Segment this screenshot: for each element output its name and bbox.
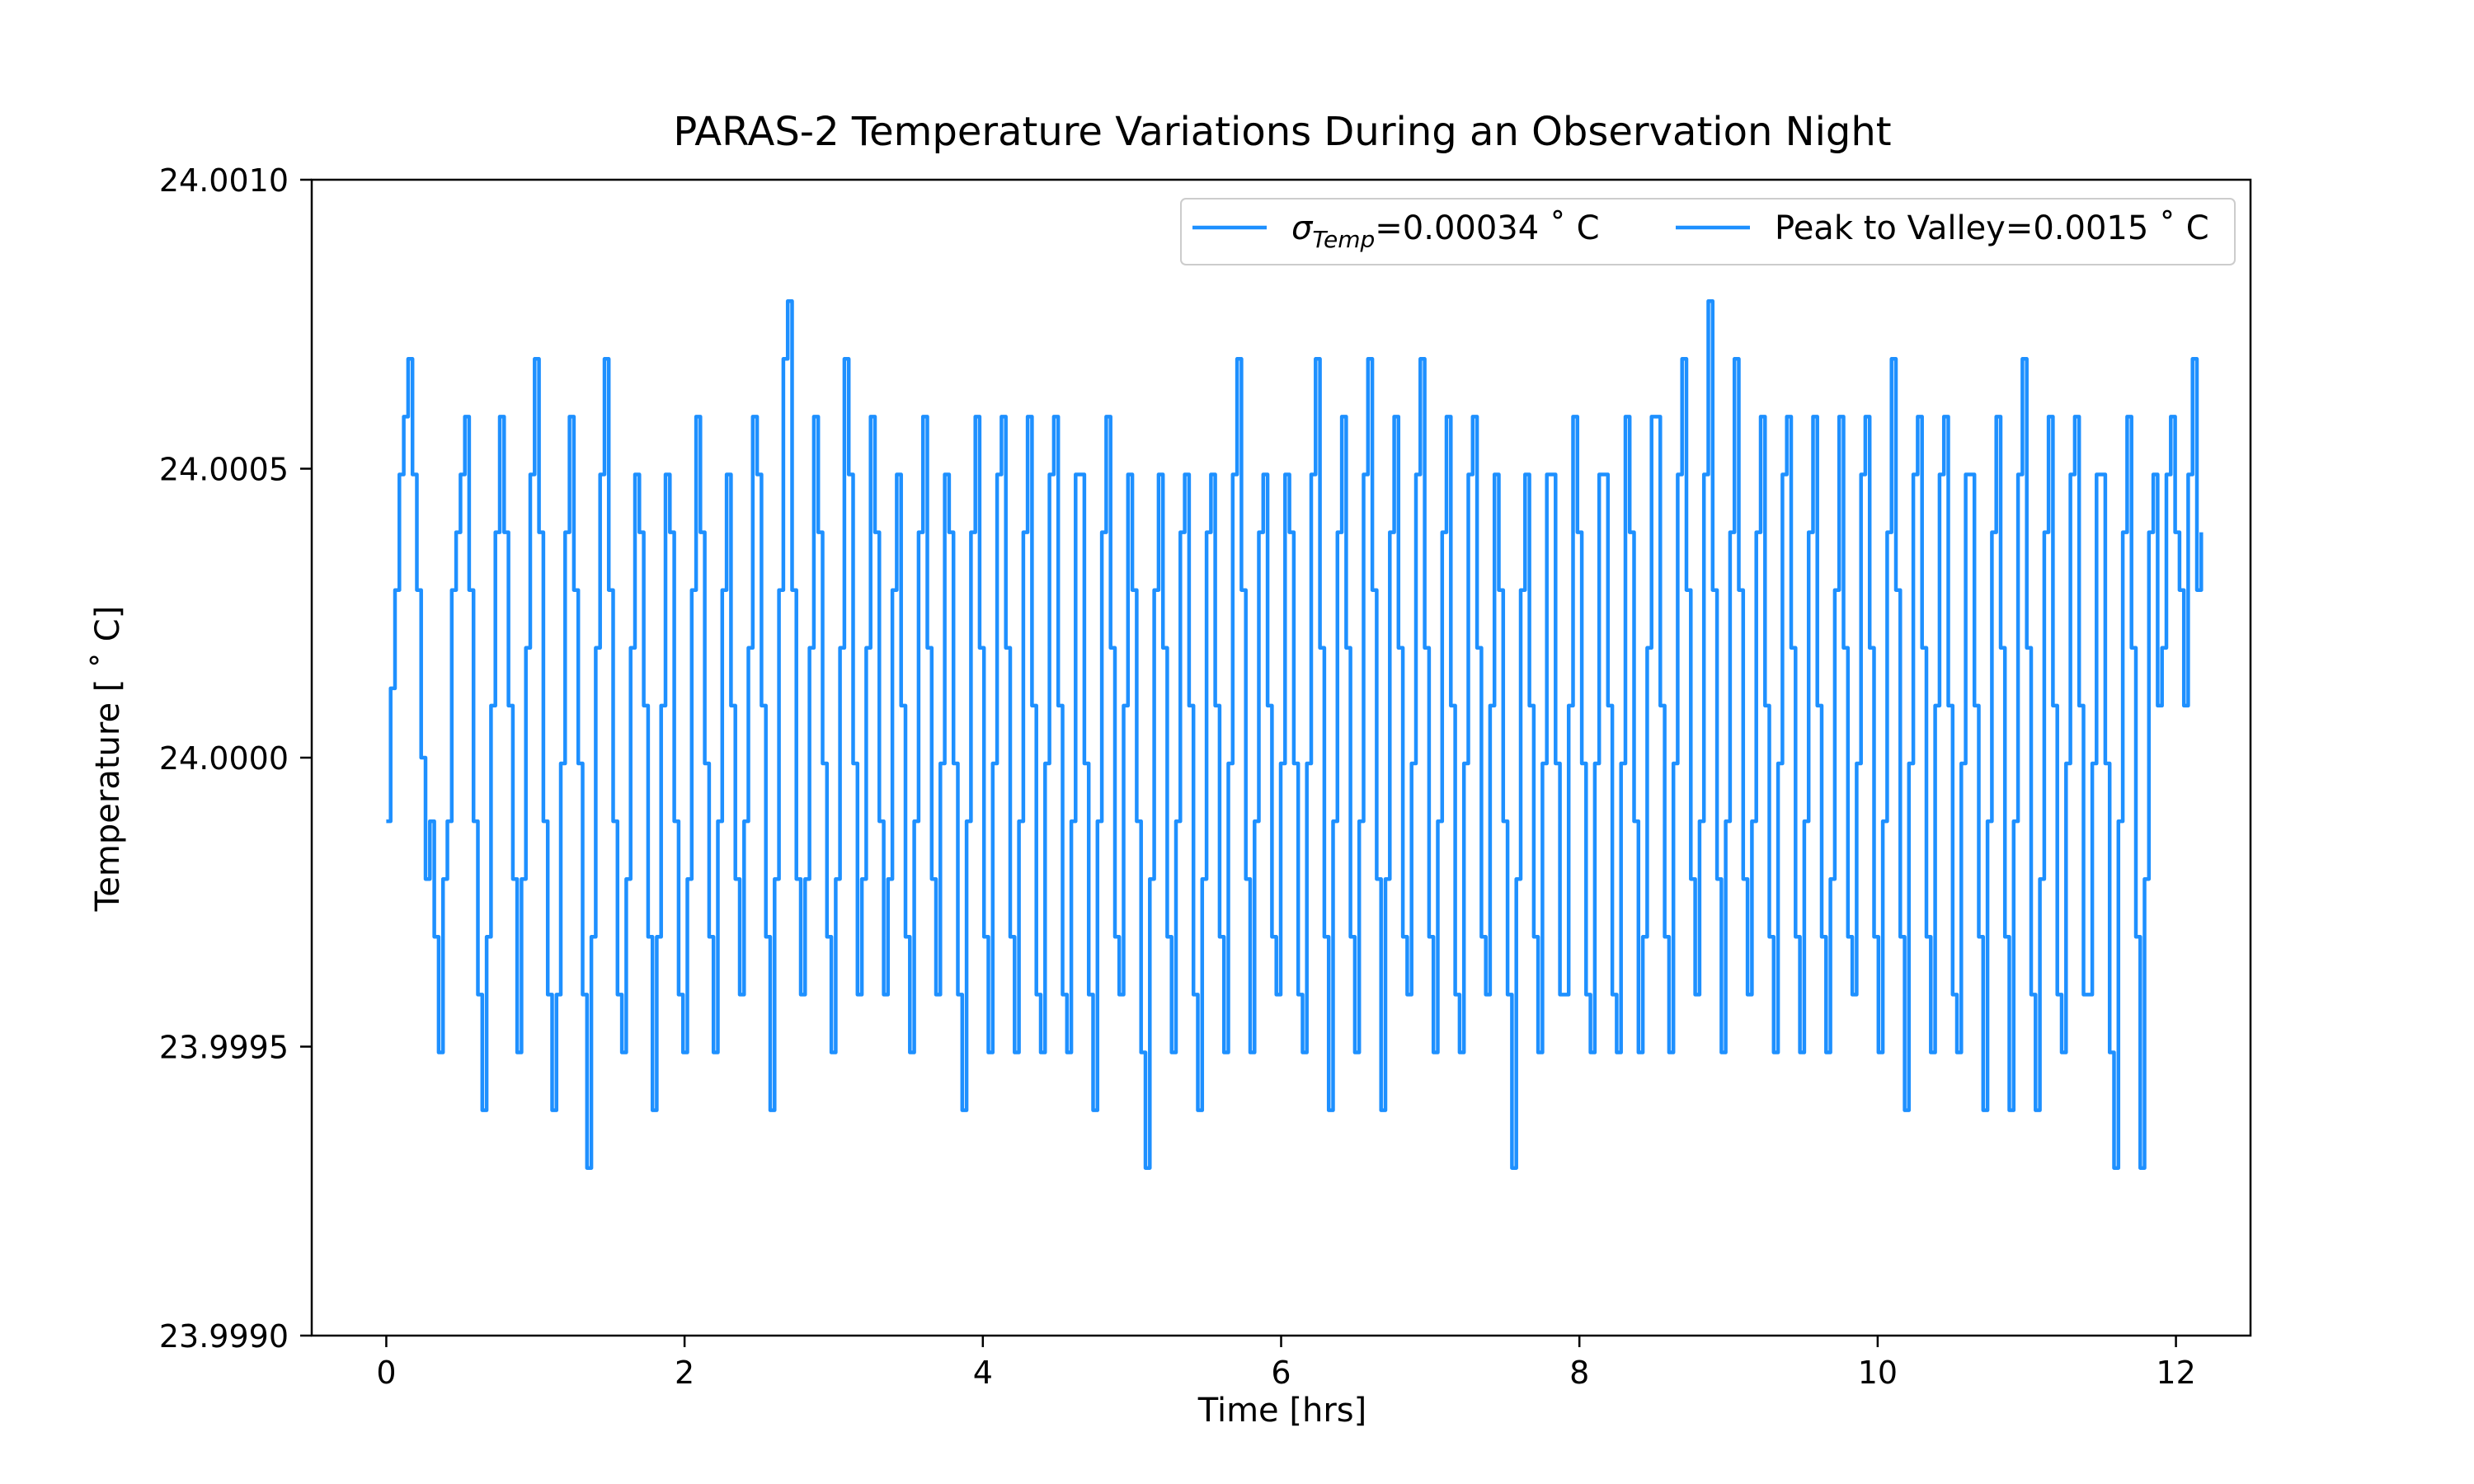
legend-box [1180, 198, 2236, 265]
axes-frame [310, 178, 2252, 1337]
x-tick-label: 12 [2156, 1355, 2195, 1391]
y-tick-label: 24.0010 [159, 162, 289, 199]
x-axis-ticks: 0 2 4 6 8 10 12 [376, 1336, 2196, 1391]
x-axis-label: Time [hrs] [1197, 1392, 1366, 1430]
chart-title: PARAS-2 Temperature Variations During an… [673, 109, 1891, 155]
y-tick-label: 23.9995 [159, 1030, 289, 1066]
y-axis-ticks: 23.9990 23.9995 24.0000 24.0005 24.0010 [159, 162, 312, 1355]
x-tick-label: 10 [1858, 1355, 1898, 1391]
legend-label-peak-to-valley: Peak to Valley=0.0015 ˚ C [1775, 209, 2209, 247]
x-tick-label: 4 [973, 1355, 993, 1391]
y-tick-label: 24.0000 [159, 740, 289, 777]
plot-area [386, 298, 2204, 1170]
legend: σTemp=0.00034 ˚ C Peak to Valley=0.0015 … [1180, 198, 2236, 265]
legend-label-sigma: σTemp=0.00034 ˚ C [1291, 209, 1600, 253]
x-tick-label: 8 [1569, 1355, 1589, 1391]
x-tick-label: 0 [376, 1355, 396, 1391]
series-line [386, 298, 2204, 1170]
y-axis-label: Temperature [ ˚ C] [89, 606, 127, 913]
legend-sigma-subscript: Temp [1312, 226, 1375, 253]
x-tick-label: 6 [1271, 1355, 1291, 1391]
legend-sigma-value: =0.00034 ˚ C [1375, 209, 1599, 247]
y-tick-label: 24.0005 [159, 452, 289, 488]
x-tick-label: 2 [675, 1355, 694, 1391]
legend-sigma-symbol: σ [1291, 209, 1314, 247]
y-tick-label: 23.9990 [159, 1318, 289, 1355]
